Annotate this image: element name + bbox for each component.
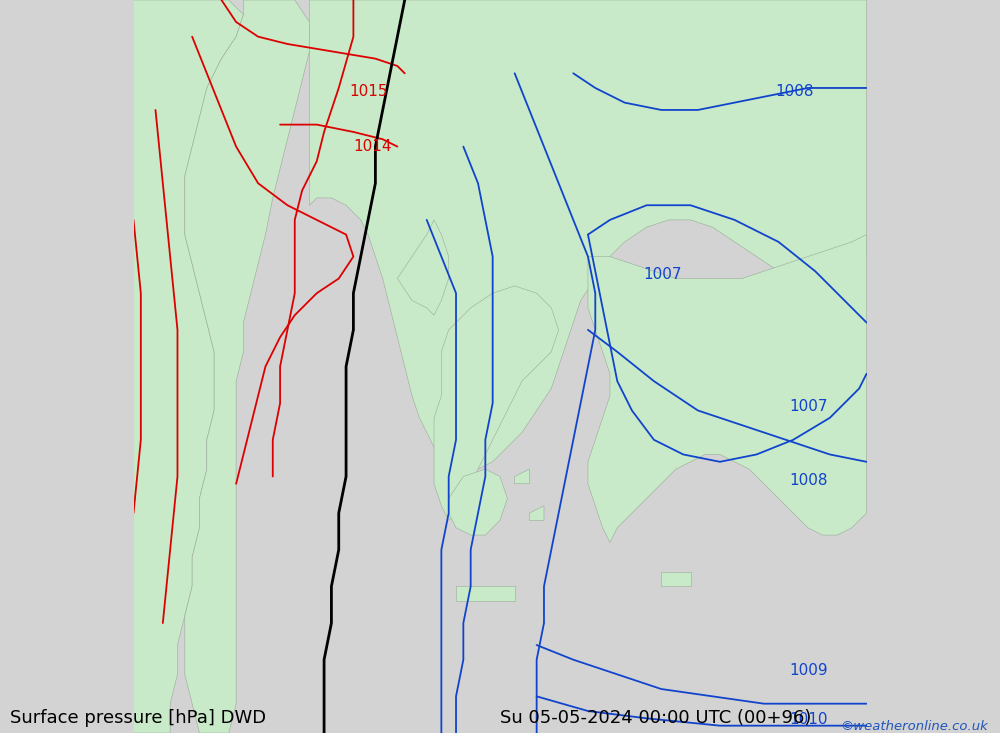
Polygon shape <box>134 0 243 733</box>
Polygon shape <box>148 15 185 37</box>
Polygon shape <box>397 220 449 315</box>
Text: 1008: 1008 <box>790 473 828 487</box>
Polygon shape <box>456 586 515 601</box>
Polygon shape <box>588 235 866 542</box>
Text: 1010: 1010 <box>790 712 828 727</box>
Polygon shape <box>449 469 507 535</box>
Text: 1008: 1008 <box>775 84 813 99</box>
Polygon shape <box>515 469 529 484</box>
Polygon shape <box>529 506 544 520</box>
Text: Surface pressure [hPa] DWD: Surface pressure [hPa] DWD <box>10 709 266 727</box>
Polygon shape <box>185 0 309 733</box>
Text: 1015: 1015 <box>350 84 388 99</box>
Text: 1009: 1009 <box>790 663 828 678</box>
Polygon shape <box>434 286 559 520</box>
Text: 1007: 1007 <box>790 399 828 414</box>
Text: 1007: 1007 <box>643 268 681 282</box>
Polygon shape <box>309 0 866 469</box>
Polygon shape <box>661 572 691 586</box>
Text: ©weatheronline.co.uk: ©weatheronline.co.uk <box>840 720 988 733</box>
Text: 1014: 1014 <box>353 139 392 154</box>
Text: Su 05-05-2024 00:00 UTC (00+96): Su 05-05-2024 00:00 UTC (00+96) <box>500 709 811 727</box>
